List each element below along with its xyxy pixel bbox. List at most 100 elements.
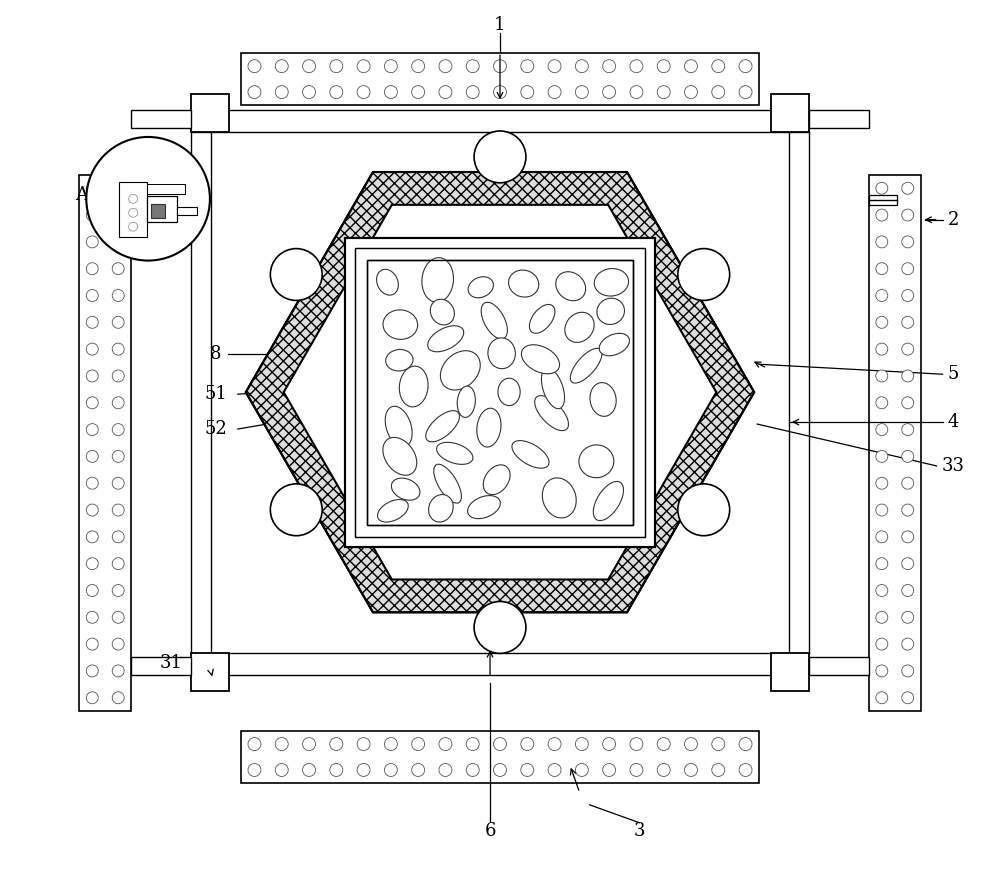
Circle shape xyxy=(112,558,124,569)
Circle shape xyxy=(112,210,124,221)
Circle shape xyxy=(112,451,124,462)
Circle shape xyxy=(684,737,697,751)
Circle shape xyxy=(902,558,914,569)
Ellipse shape xyxy=(437,442,473,464)
Circle shape xyxy=(678,248,730,301)
Circle shape xyxy=(112,397,124,408)
Circle shape xyxy=(112,236,124,248)
Bar xyxy=(367,260,633,525)
Circle shape xyxy=(630,60,643,72)
Circle shape xyxy=(248,60,261,72)
Circle shape xyxy=(876,423,888,436)
Circle shape xyxy=(112,370,124,382)
Ellipse shape xyxy=(383,438,417,476)
Circle shape xyxy=(330,737,343,751)
Circle shape xyxy=(86,370,98,382)
Circle shape xyxy=(129,222,138,231)
Circle shape xyxy=(303,764,316,776)
Circle shape xyxy=(248,737,261,751)
Circle shape xyxy=(630,737,643,751)
Circle shape xyxy=(876,638,888,650)
Circle shape xyxy=(86,451,98,462)
Circle shape xyxy=(86,665,98,677)
Bar xyxy=(355,248,645,537)
Bar xyxy=(191,653,229,691)
Ellipse shape xyxy=(590,383,616,416)
Circle shape xyxy=(330,86,343,99)
Text: 2: 2 xyxy=(948,210,959,229)
Circle shape xyxy=(902,504,914,516)
Circle shape xyxy=(739,86,752,99)
Text: 4: 4 xyxy=(948,413,959,431)
Circle shape xyxy=(876,665,888,677)
Circle shape xyxy=(876,397,888,408)
Circle shape xyxy=(902,343,914,355)
Circle shape xyxy=(902,692,914,704)
Circle shape xyxy=(86,343,98,355)
Circle shape xyxy=(876,290,888,301)
Ellipse shape xyxy=(488,338,515,369)
Circle shape xyxy=(466,737,479,751)
Bar xyxy=(241,731,759,783)
Circle shape xyxy=(902,236,914,248)
Circle shape xyxy=(303,60,316,72)
Ellipse shape xyxy=(593,482,623,521)
Ellipse shape xyxy=(468,496,500,519)
Circle shape xyxy=(902,316,914,328)
Circle shape xyxy=(876,263,888,275)
Ellipse shape xyxy=(481,302,507,339)
Bar xyxy=(809,110,869,128)
Polygon shape xyxy=(246,172,754,613)
Circle shape xyxy=(876,182,888,194)
Text: 8: 8 xyxy=(210,346,222,363)
Circle shape xyxy=(466,60,479,72)
Text: 51: 51 xyxy=(204,385,227,403)
Circle shape xyxy=(412,60,425,72)
Circle shape xyxy=(494,764,506,776)
Circle shape xyxy=(630,764,643,776)
Ellipse shape xyxy=(377,270,398,295)
Circle shape xyxy=(876,210,888,221)
Text: 52: 52 xyxy=(205,420,227,438)
Bar xyxy=(869,194,897,205)
Circle shape xyxy=(86,263,98,275)
Bar xyxy=(771,94,809,132)
Circle shape xyxy=(548,60,561,72)
Circle shape xyxy=(86,638,98,650)
Circle shape xyxy=(902,451,914,462)
Circle shape xyxy=(86,236,98,248)
Circle shape xyxy=(129,209,138,217)
Circle shape xyxy=(270,484,322,536)
Circle shape xyxy=(684,60,697,72)
Circle shape xyxy=(739,60,752,72)
Circle shape xyxy=(330,60,343,72)
Ellipse shape xyxy=(422,257,453,302)
Ellipse shape xyxy=(468,277,493,298)
Circle shape xyxy=(303,737,316,751)
Circle shape xyxy=(112,612,124,623)
Bar xyxy=(191,94,229,132)
Circle shape xyxy=(439,737,452,751)
Text: 3: 3 xyxy=(634,822,645,840)
Circle shape xyxy=(384,764,397,776)
Ellipse shape xyxy=(385,407,412,447)
Circle shape xyxy=(112,423,124,436)
Circle shape xyxy=(876,316,888,328)
Circle shape xyxy=(902,665,914,677)
Circle shape xyxy=(275,737,288,751)
Ellipse shape xyxy=(391,478,420,500)
Circle shape xyxy=(521,737,534,751)
Circle shape xyxy=(112,182,124,194)
Circle shape xyxy=(439,60,452,72)
Circle shape xyxy=(412,737,425,751)
Circle shape xyxy=(902,370,914,382)
Circle shape xyxy=(357,737,370,751)
Bar xyxy=(147,195,177,222)
Ellipse shape xyxy=(483,465,510,495)
Bar xyxy=(119,182,147,237)
Circle shape xyxy=(603,60,616,72)
Ellipse shape xyxy=(477,408,501,447)
Circle shape xyxy=(86,137,210,261)
Circle shape xyxy=(112,477,124,489)
Bar xyxy=(79,175,131,711)
